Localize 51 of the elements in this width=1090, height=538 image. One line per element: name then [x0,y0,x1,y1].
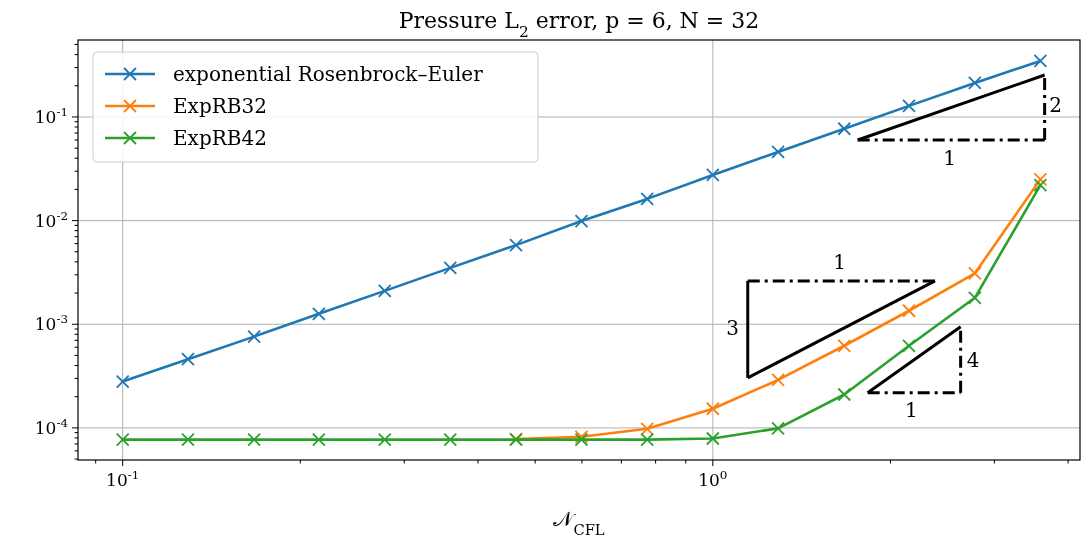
point [967,290,982,305]
y-tick-label: 10$^{-4}$ [34,415,68,438]
point [771,421,785,436]
point [967,76,982,90]
point [837,387,852,402]
x-axis-title: 𝒩$_{CFL}$ [553,507,605,538]
point [902,98,916,113]
point [247,329,262,344]
point [509,238,523,253]
y-tick-label: 10$^{-1}$ [34,104,68,127]
point [377,432,392,447]
point [640,192,655,206]
point [837,338,852,353]
point [115,374,130,389]
point [640,421,655,436]
point [705,431,720,446]
annotation: 4 [966,348,980,373]
annotation: 1 [943,146,957,171]
legend-label: ExpRB32 [173,94,267,118]
annotation: 2 [1049,93,1062,118]
legend-label: exponential Rosenbrock–Euler [173,62,484,86]
legend-label: ExpRB42 [173,126,267,150]
chart-title: Pressure L$_{2}$ error, p = 6, N = 32 [398,8,760,41]
point [181,432,195,447]
point [443,260,458,275]
x-tick-label: 10$^{0}$ [698,468,728,490]
annotation: 3 [726,316,739,341]
point [311,432,326,447]
point [640,432,655,447]
point [902,303,916,318]
point [181,352,195,367]
point [443,432,458,447]
point [837,121,852,136]
point [311,306,326,321]
point [1033,172,1048,187]
point [377,283,392,298]
point [705,168,720,182]
point [771,145,785,159]
annotation: 1 [833,249,846,274]
point [705,401,720,416]
point [967,266,982,281]
point [247,432,262,447]
point [574,214,589,228]
point [115,432,130,447]
y-tick-label: 10$^{-3}$ [34,312,68,335]
point [771,373,785,387]
point [1033,54,1048,68]
point [1033,178,1048,193]
y-tick-label: 10$^{-2}$ [34,208,68,231]
annotation: 1 [905,397,918,422]
point [902,338,916,353]
